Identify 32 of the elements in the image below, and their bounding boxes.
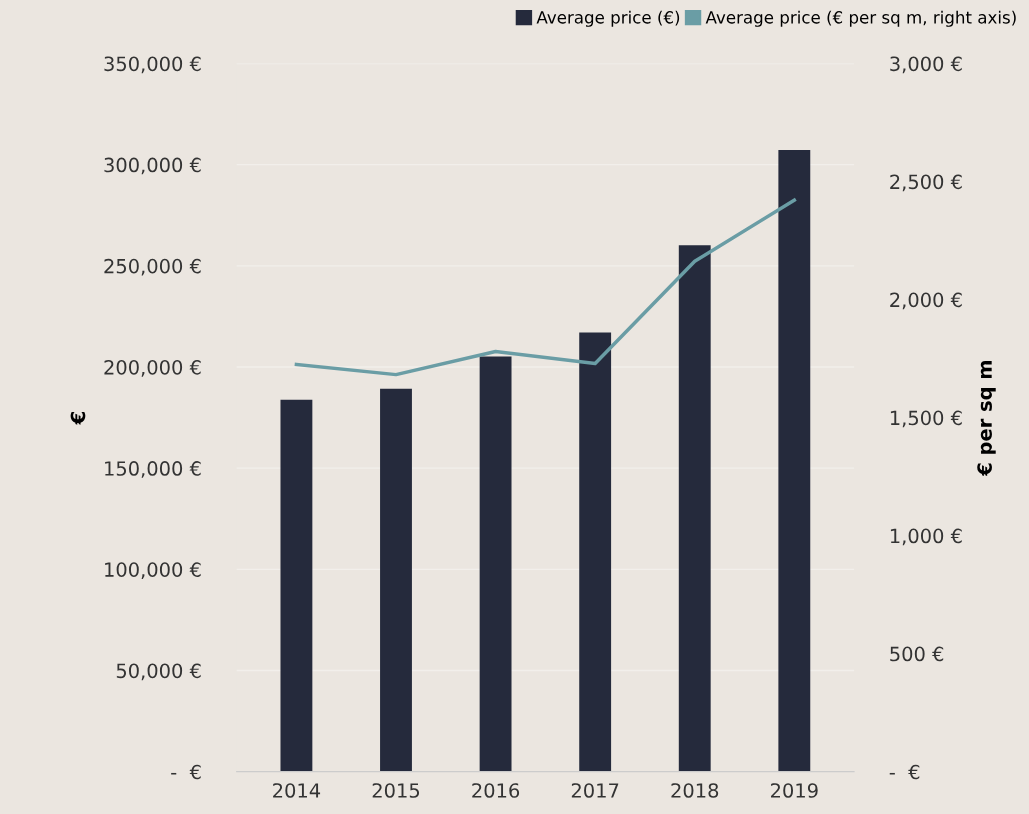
y2-axis-title: € per sq m (977, 360, 996, 477)
y-tick-label: 150,000 € (105, 461, 201, 478)
y2-tick-label: 2,500 € (890, 174, 962, 192)
y2-tick-label: 2,000 € (890, 292, 962, 310)
y2-tick-label: 500 € (890, 646, 944, 662)
bar (280, 399, 313, 772)
y-tick-label: 200,000 € (104, 359, 201, 377)
y-tick-label: 300,000 € (104, 157, 201, 175)
x-tick-label: 2018 (671, 783, 719, 798)
line-series (294, 198, 797, 377)
bar (479, 356, 512, 772)
x-tick-label: 2014 (273, 783, 321, 798)
y-tick-label: 100,000 € (105, 562, 201, 579)
x-tick-label: 2017 (571, 783, 619, 798)
legend-label: Average price (€) (536, 10, 680, 27)
x-tick-label: 2016 (472, 783, 520, 798)
y2-tick-label: 3,000 € (890, 56, 962, 74)
y-axis-title: € (70, 412, 86, 425)
y2-tick-label: - € (889, 764, 920, 780)
bar (678, 245, 711, 772)
y2-tick-label: 1,000 € (890, 528, 962, 546)
legend-label: Average price (€ per sq m, right axis) (705, 10, 1016, 27)
y-tick-label: - € (171, 764, 201, 780)
bar (778, 150, 811, 772)
y-tick-label: 350,000 € (104, 56, 201, 74)
bar (380, 388, 412, 772)
x-tick-label: 2019 (771, 783, 818, 798)
y-tick-label: 250,000 € (104, 258, 201, 276)
bar (579, 332, 612, 772)
y2-tick-label: 1,500 € (890, 410, 962, 428)
x-tick-label: 2015 (372, 783, 420, 798)
y-tick-label: 50,000 € (116, 663, 201, 681)
